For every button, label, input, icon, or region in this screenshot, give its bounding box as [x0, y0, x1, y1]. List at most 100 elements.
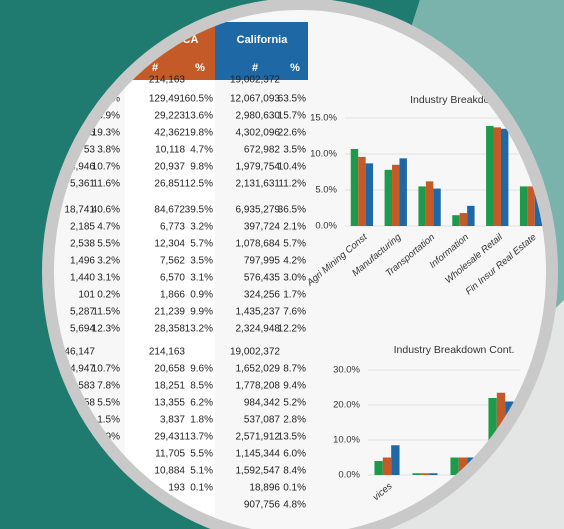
table-cell: 3,837: [160, 415, 185, 426]
table-cell: 5.5%: [97, 398, 120, 409]
table-cell: 9.9%: [190, 307, 213, 318]
table-cell: 0.2%: [97, 290, 120, 301]
table-cell: 42,362: [154, 128, 185, 139]
screenshot: County CA California # % # % 214,16319,0…: [0, 0, 564, 529]
table-cell: 6.0%: [283, 449, 306, 460]
table-cell: 0.9%: [190, 290, 213, 301]
table-cell: 0.1%: [190, 483, 213, 494]
table-cell: 1,496: [70, 256, 95, 267]
table-cell: 11.2%: [278, 179, 306, 190]
table-cell: 1.7%: [283, 290, 306, 301]
bar: [418, 186, 425, 226]
table-cell: 576,435: [244, 273, 281, 284]
table-cell: 12.5%: [185, 179, 213, 190]
table-cell: 10.4%: [278, 162, 306, 173]
table-cell: 26,851: [154, 179, 185, 190]
table-cell: 9.4%: [283, 381, 306, 392]
table-cell: 2.8%: [283, 415, 306, 426]
table-cell: 2,131,631: [236, 179, 281, 190]
table-cell: 84,672: [154, 205, 185, 216]
table-cell: 4.7%: [190, 145, 213, 156]
bar: [429, 473, 437, 475]
table-cell: 7.6%: [283, 307, 306, 318]
table-cell: 22.6%: [278, 128, 306, 139]
bar: [450, 458, 458, 476]
table-cell: 537,087: [244, 415, 281, 426]
table-cell: 8.7%: [283, 364, 306, 375]
bar: [452, 215, 459, 226]
y-tick-label: 10.0%: [333, 435, 360, 446]
bar: [520, 186, 527, 226]
table-cell: 11.5%: [92, 307, 120, 318]
y-tick-label: 10.0%: [310, 149, 337, 160]
y-tick-label: 0.0%: [338, 470, 360, 481]
bar: [486, 126, 493, 226]
table-cell: 672,982: [244, 145, 281, 156]
table-cell: 1,652,029: [236, 364, 281, 375]
table-cell: 28,358: [154, 324, 185, 335]
table-cell: 13.5%: [278, 432, 306, 443]
subheader: %: [195, 62, 205, 74]
y-tick-label: 20.0%: [333, 400, 360, 411]
bar: [374, 461, 382, 475]
table-cell: 5.1%: [190, 466, 213, 477]
table-cell: 907,756: [244, 500, 281, 511]
table-cell: 3.8%: [97, 145, 120, 156]
table-cell: 10,118: [155, 145, 185, 156]
table-cell: 13.2%: [185, 324, 213, 335]
table-cell: 19,002,372: [230, 75, 280, 86]
bar: [391, 445, 399, 475]
table-cell: 9.6%: [190, 364, 213, 375]
table-cell: 0.1%: [283, 483, 306, 494]
table-cell: 5.5%: [97, 239, 120, 250]
table-cell: 1,778,208: [236, 381, 281, 392]
table-cell: 39.5%: [185, 205, 213, 216]
table-cell: 397,724: [244, 222, 281, 233]
table-cell: 8.4%: [283, 466, 306, 477]
table-cell: 10.7%: [92, 162, 120, 173]
y-tick-label: 30.0%: [333, 365, 360, 376]
table-cell: 13,355: [154, 398, 185, 409]
table-cell: 12,067,093: [230, 94, 280, 105]
bar: [358, 157, 365, 226]
table-cell: 5.7%: [283, 239, 306, 250]
table-cell: 12.3%: [92, 324, 120, 335]
table-cell: 214,163: [149, 347, 186, 358]
bar: [412, 473, 420, 475]
table-cell: 20,937: [154, 162, 185, 173]
table-cell: 1,979,754: [236, 162, 281, 173]
table-cell: 1,592,547: [236, 466, 281, 477]
table-cell: 324,256: [244, 290, 281, 301]
table-cell: 2,571,912: [236, 432, 281, 443]
subheader: #: [252, 62, 258, 74]
table-cell: 2.1%: [283, 222, 306, 233]
table-cell: 5.5%: [190, 449, 213, 460]
table-cell: 10,884: [154, 466, 185, 477]
table-cell: 29,431: [154, 432, 185, 443]
table-cell: 11,705: [155, 449, 185, 460]
bar: [385, 170, 392, 226]
table-cell: 3.0%: [283, 273, 306, 284]
table-cell: 3.1%: [97, 273, 120, 284]
table-cell: 1.5%: [97, 415, 120, 426]
table-cell: 1,078,684: [236, 239, 281, 250]
bar: [421, 473, 429, 475]
table-cell: 20,658: [154, 364, 185, 375]
table-cell: 1,145,344: [236, 449, 281, 460]
table-cell: 18,251: [154, 381, 185, 392]
table-cell: 19.3%: [92, 128, 120, 139]
table-cell: 12,304: [154, 239, 185, 250]
bar: [501, 129, 508, 226]
bar: [527, 186, 534, 226]
table-cell: 21,239: [154, 307, 185, 318]
table-cell: 15.7%: [278, 111, 306, 122]
bar: [383, 458, 391, 476]
y-tick-label: 15.0%: [310, 113, 337, 124]
table-cell: 10.7%: [92, 364, 120, 375]
bar: [460, 213, 467, 226]
table-cell: 2,324,948: [236, 324, 281, 335]
bar: [467, 206, 474, 226]
table-cell: 214,163: [149, 75, 186, 86]
table-cell: 7,562: [160, 256, 185, 267]
table-cell: 6,773: [160, 222, 185, 233]
